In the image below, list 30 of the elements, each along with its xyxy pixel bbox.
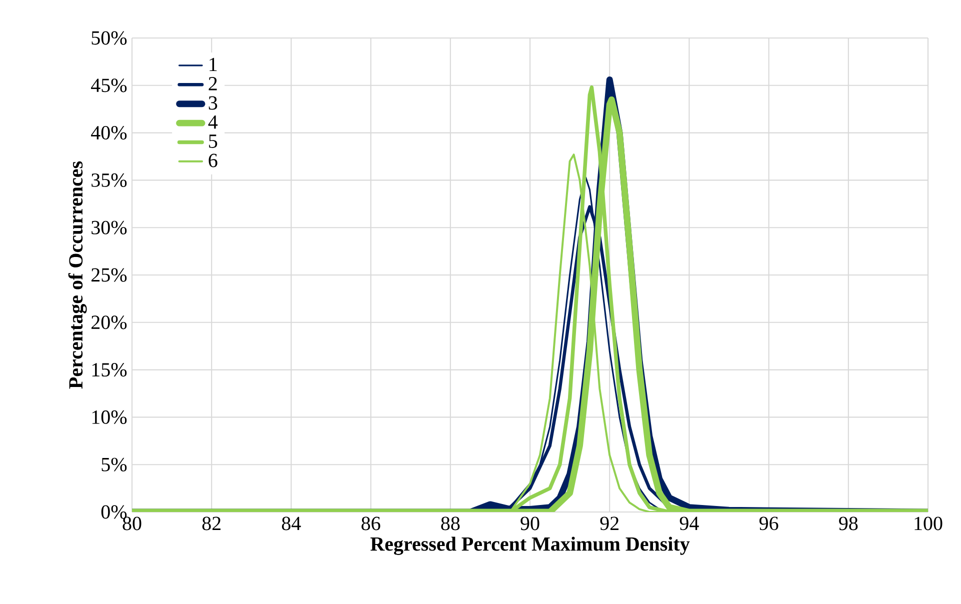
x-tick-label: 80 (122, 516, 142, 530)
x-tick-label: 94 (680, 516, 699, 530)
y-tick-label: 35% (92, 173, 127, 187)
y-tick-label: 15% (92, 363, 127, 377)
x-tick-label: 88 (441, 516, 460, 530)
y-axis-title: Percentage of Occurrences (68, 161, 87, 389)
y-tick-label: 10% (92, 410, 127, 424)
legend-label: 2 (208, 77, 217, 90)
x-tick-label: 84 (282, 516, 301, 530)
y-tick-label: 5% (102, 458, 127, 472)
y-tick-label: 45% (91, 78, 127, 92)
y-tick-label: 0% (101, 505, 127, 519)
legend-label: 4 (208, 116, 218, 129)
legend-label: 5 (209, 134, 218, 148)
x-axis-title: Regressed Percent Maximum Density (370, 536, 690, 555)
x-tick-label: 100 (914, 516, 942, 530)
x-tick-label: 92 (600, 516, 618, 530)
y-tick-label: 20% (92, 316, 127, 330)
legend-label: 6 (208, 154, 218, 168)
y-tick-label: 25% (92, 268, 127, 282)
legend-label: 1 (210, 58, 217, 72)
y-tick-label: 50% (92, 31, 127, 45)
y-tick-label: 40% (91, 126, 127, 140)
y-tick-label: 30% (92, 220, 127, 234)
x-tick-label: 90 (520, 516, 540, 530)
x-tick-label: 82 (202, 516, 220, 530)
x-tick-label: 98 (839, 516, 858, 530)
legend-label: 3 (208, 96, 218, 110)
x-tick-label: 86 (362, 516, 380, 530)
x-tick-label: 96 (759, 516, 778, 530)
